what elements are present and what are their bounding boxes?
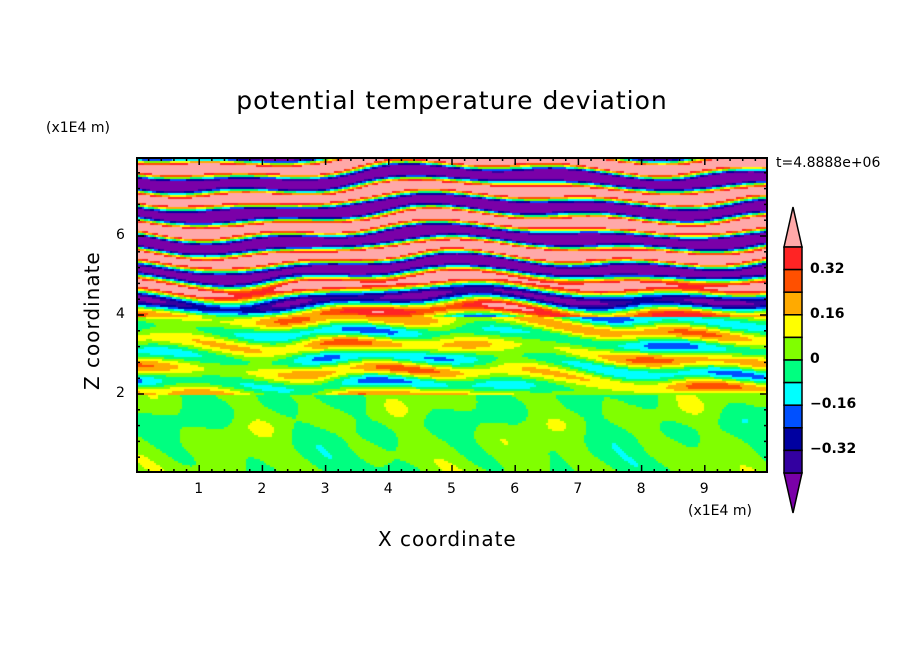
colorbar-swatch bbox=[783, 246, 803, 271]
y-tick-label: 2 bbox=[116, 385, 125, 401]
y-tick-label: 4 bbox=[116, 306, 125, 322]
x-tick-label: 6 bbox=[510, 481, 520, 497]
colorbar-swatch bbox=[783, 449, 803, 474]
x-tick-label: 4 bbox=[383, 481, 393, 497]
x-unit-label: (x1E4 m) bbox=[688, 503, 752, 519]
colorbar-swatch bbox=[783, 427, 803, 452]
y-tick-label: 6 bbox=[116, 227, 125, 243]
time-label: t=4.8888e+06 bbox=[776, 155, 881, 171]
colorbar-label: 0.16 bbox=[810, 305, 845, 322]
x-tick-label: 9 bbox=[699, 481, 709, 497]
colorbar-swatch bbox=[783, 359, 803, 384]
colorbar-swatch bbox=[783, 381, 803, 406]
x-tick-label: 8 bbox=[636, 481, 646, 497]
y-axis-label: Z coordinate bbox=[80, 251, 104, 390]
contour-field bbox=[136, 157, 768, 473]
colorbar-swatch bbox=[783, 336, 803, 361]
colorbar-label: 0 bbox=[810, 351, 820, 367]
plot-border bbox=[136, 157, 768, 473]
plot-area bbox=[136, 157, 768, 473]
colorbar-swatch bbox=[783, 268, 803, 293]
x-tick-label: 3 bbox=[320, 481, 330, 497]
chart-title: potential temperature deviation bbox=[236, 86, 668, 115]
x-tick-label: 1 bbox=[194, 481, 204, 497]
colorbar-swatch bbox=[783, 404, 803, 429]
colorbar-label: −0.32 bbox=[810, 441, 857, 458]
colorbar-max-arrow bbox=[783, 206, 803, 248]
x-tick-label: 7 bbox=[573, 481, 583, 497]
colorbar-swatch bbox=[783, 291, 803, 316]
colorbar-label: −0.16 bbox=[810, 396, 857, 413]
x-tick-label: 2 bbox=[257, 481, 267, 497]
x-tick-label: 5 bbox=[447, 481, 456, 497]
colorbar-min-arrow bbox=[783, 472, 803, 514]
colorbar-label: 0.32 bbox=[810, 260, 845, 277]
colorbar bbox=[783, 206, 803, 514]
plot-frame bbox=[136, 157, 768, 473]
colorbar-swatch bbox=[783, 314, 803, 339]
y-unit-label: (x1E4 m) bbox=[46, 120, 110, 136]
x-axis-label: X coordinate bbox=[378, 527, 517, 551]
